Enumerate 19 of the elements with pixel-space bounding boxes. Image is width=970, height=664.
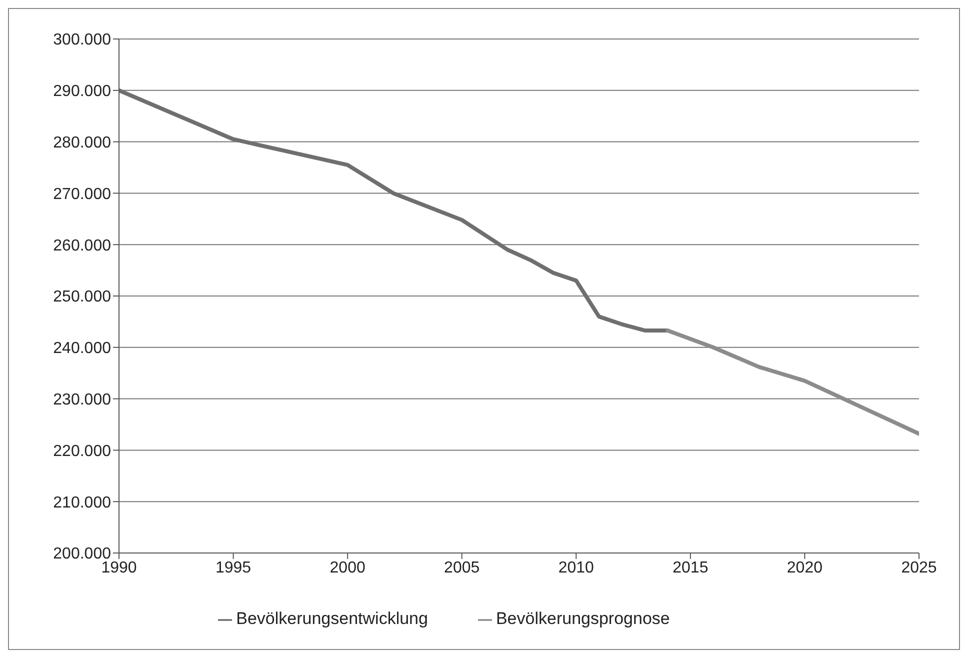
y-tick-label: 230.000 <box>53 391 112 408</box>
x-tick-label: 2020 <box>786 559 823 576</box>
x-tick-label: 2015 <box>672 559 708 576</box>
legend-label: Bevölkerungsprognose <box>496 609 670 628</box>
x-tick-label: 1995 <box>215 559 252 576</box>
y-tick-label: 240.000 <box>53 340 112 358</box>
y-tick-label: 210.000 <box>53 494 112 512</box>
legend-label: Bevölkerungsentwicklung <box>236 609 428 628</box>
y-tick-label: 280.000 <box>53 134 112 152</box>
y-tick-label: 250.000 <box>53 288 112 306</box>
y-tick-label: 220.000 <box>53 442 112 460</box>
y-tick-label: 290.000 <box>53 83 112 100</box>
y-tick-label: 300.000 <box>53 32 112 49</box>
x-tick-label: 2000 <box>330 559 366 576</box>
x-tick-label: 2010 <box>558 559 594 576</box>
y-tick-label: 260.000 <box>53 237 112 254</box>
x-tick-label: 2005 <box>444 559 480 576</box>
y-tick-label: 270.000 <box>53 186 112 203</box>
x-tick-label: 2025 <box>901 559 937 576</box>
